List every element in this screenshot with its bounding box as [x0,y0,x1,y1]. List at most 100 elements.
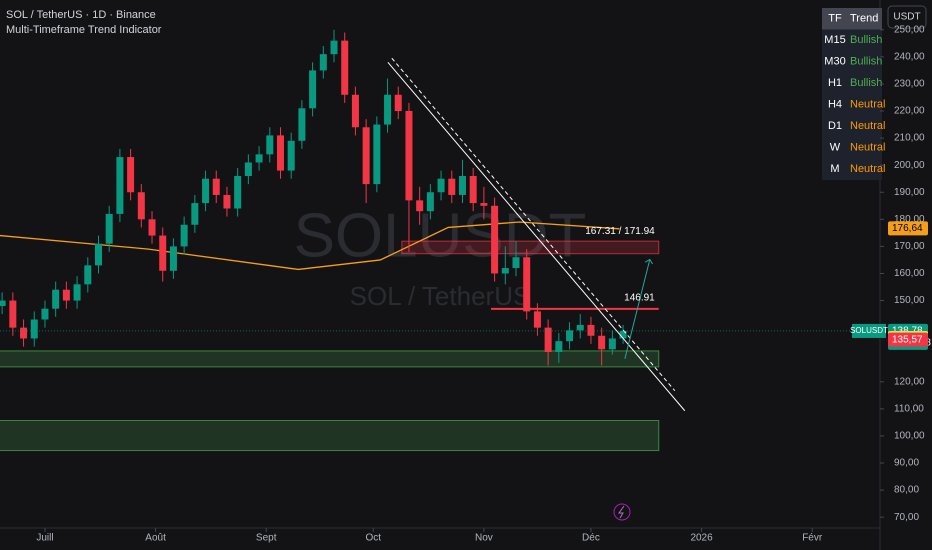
candle-body [598,335,606,350]
candle-body [73,284,81,301]
y-tick-label: 160,00 [894,268,925,279]
table-trend: Neutral [850,142,885,154]
table-trend: Neutral [850,120,885,132]
candle-body [619,330,627,339]
candle-body [576,324,584,331]
candle-body [148,219,156,236]
candle-body [309,70,317,109]
candle-body [223,194,231,209]
watermark-name: SOL / TetherUS [350,281,531,311]
x-tick-label: Oct [365,533,381,544]
plot [0,29,880,452]
y-tick-label: 70,00 [894,512,919,523]
y-tick-label: 150,00 [894,295,925,306]
candle-body [276,135,284,171]
table-header: Trend [850,13,878,25]
symbol-title: SOL / TetherUS · 1D · Binance [6,9,156,21]
y-tick-label: 250,00 [894,24,925,35]
candle-body [244,162,252,176]
lightning-icon[interactable] [613,503,631,521]
candle-body [212,178,220,195]
candle-body [384,94,392,125]
candle-body [555,341,563,352]
table-tf: W [830,142,841,154]
candle-body [180,224,188,247]
table-header-bg [822,8,882,30]
candle-body [234,176,242,209]
candle-body [533,311,541,328]
x-tick-label: Nov [475,533,493,544]
table-bg [822,8,882,180]
candle-body [30,319,38,339]
table-tf: H4 [828,99,842,111]
candle-body [341,40,349,95]
zone [401,240,660,255]
candle-body [84,265,92,285]
symbol-tag [852,323,886,338]
candle-body [159,235,167,271]
candle-body [116,157,124,214]
symbol-tag-label: SOLUSDT [850,326,888,335]
level-label: 146.91 [624,293,655,304]
candle-body [9,300,17,328]
y-tick-label: 240,00 [894,52,925,63]
candle-body [587,324,595,336]
candle-body [105,213,113,244]
y-tick-label: 180,00 [894,214,925,225]
currency-button[interactable] [887,5,927,29]
table-tf: M30 [824,56,845,68]
y-tick-label: 100,00 [894,431,925,442]
watermark-ticker: SOLUSDT [294,201,587,270]
y-tick-label: 80,00 [894,485,919,496]
candle-body [394,94,402,112]
y-tick-label: 190,00 [894,187,925,198]
y-tick-label: 110,00 [894,404,924,415]
candle-body [169,246,177,271]
indicator-title: Multi-Timeframe Trend Indicator [6,24,162,36]
candle-body [298,108,306,141]
table-tf: H1 [828,77,842,89]
candle-body [448,178,456,195]
table-tf: D1 [828,120,842,132]
candle-body [287,140,295,171]
x-tick-label: Févr [802,533,823,544]
trendline [624,259,650,359]
y-tick-label: 220,00 [894,106,925,117]
trendline [387,61,686,412]
candle-body [319,54,327,71]
table-trend: Bullish [850,56,882,68]
zone [0,420,660,452]
price-tag-label: 135,57 [892,334,923,345]
candle-body [469,176,477,204]
zone-label: 167.31 / 171.94 [585,226,655,237]
y-tick-label: 170,00 [894,241,925,252]
x-tick-label: Sept [256,533,277,544]
y-tick-label: 90,00 [894,458,919,469]
candle-body [544,327,552,352]
currency[interactable]: USDT [893,12,920,23]
candle-body [373,124,381,185]
candle-body [20,327,28,339]
candle-body [137,192,145,220]
table-tf: M [830,163,839,175]
candle-body [351,94,359,128]
candle-body [362,127,370,185]
price-tag [888,221,928,236]
candle-body [330,40,338,55]
candle-body [255,154,263,163]
candle-body [0,300,6,306]
table-trend: Bullish [850,77,882,89]
candle-body [191,203,199,225]
price-tag [888,332,928,347]
y-tick-label: 200,00 [894,160,925,171]
x-tick-label: Déc [582,533,600,544]
table-trend: Neutral [850,163,885,175]
table-header: TF [828,13,842,25]
x-tick-label: 2026 [690,533,713,544]
x-tick-label: Juill [36,533,53,544]
table-tf: M15 [824,34,845,46]
candle-body [41,308,49,320]
watermark: SOLUSDT SOL / TetherUS [294,201,587,311]
